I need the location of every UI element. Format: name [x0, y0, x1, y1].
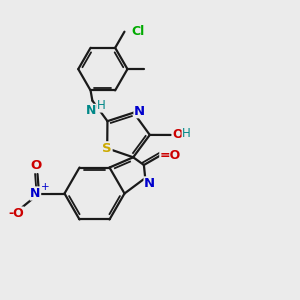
Text: +: + — [41, 182, 50, 192]
Text: -O: -O — [8, 207, 24, 220]
Text: N: N — [134, 105, 145, 118]
Text: =O: =O — [160, 149, 181, 163]
Text: N: N — [144, 177, 155, 190]
Text: O: O — [30, 159, 42, 172]
Text: N: N — [30, 187, 40, 200]
Text: H: H — [182, 127, 191, 140]
Text: N: N — [86, 104, 96, 117]
Text: Cl: Cl — [131, 25, 144, 38]
Text: O: O — [172, 128, 183, 142]
Text: S: S — [102, 142, 112, 155]
Text: H: H — [97, 99, 106, 112]
